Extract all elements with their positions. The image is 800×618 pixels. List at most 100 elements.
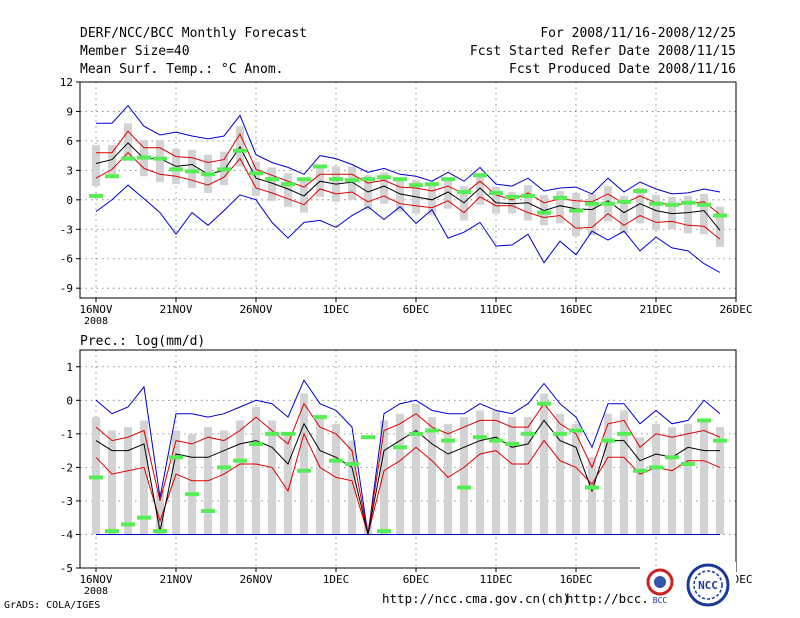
prec-box xyxy=(332,423,340,535)
prec-observed-marker xyxy=(89,475,103,480)
chart-title: DERF/NCC/BCC Monthly Forecast xyxy=(80,26,307,41)
prec-y-tick-label: -4 xyxy=(60,528,74,541)
temp-box xyxy=(124,123,132,161)
ncc-logo: NCC xyxy=(680,562,736,608)
temp-box xyxy=(380,172,388,204)
prec-observed-marker xyxy=(201,508,215,513)
temp-box xyxy=(492,187,500,214)
prec-observed-marker xyxy=(649,465,663,470)
ncc-url-link[interactable]: http://ncc.cma.gov.cn(ch) xyxy=(382,591,571,606)
prec-box xyxy=(188,433,196,535)
temp-observed-marker xyxy=(345,178,359,183)
temp-box xyxy=(396,179,404,212)
temp-observed-marker xyxy=(537,210,551,215)
prec-box xyxy=(492,410,500,535)
temp-y-tick-label: 0 xyxy=(66,194,73,207)
bcc-url-link[interactable]: http://bcc. xyxy=(566,591,649,606)
prec-observed-marker xyxy=(633,468,647,473)
prec-observed-marker xyxy=(585,485,599,490)
prec-observed-marker xyxy=(665,455,679,460)
prec-observed-marker xyxy=(217,465,231,470)
temp-observed-marker xyxy=(633,188,647,193)
prec-box xyxy=(284,433,292,535)
prec-box xyxy=(460,417,468,535)
prec-y-tick-label: 0 xyxy=(66,394,73,407)
temp-observed-marker xyxy=(265,177,279,182)
prec-box xyxy=(508,417,516,535)
prec-observed-marker xyxy=(329,458,343,463)
temp-box xyxy=(108,144,116,178)
temp-observed-marker xyxy=(601,201,615,206)
prec-observed-marker xyxy=(681,462,695,467)
prec-observed-marker xyxy=(441,438,455,443)
prec-observed-marker xyxy=(569,428,583,433)
member-size-label: Member Size=40 xyxy=(80,44,190,59)
temp-observed-marker xyxy=(425,182,439,187)
temp-observed-marker xyxy=(121,156,135,161)
temp-upper-line xyxy=(96,130,721,215)
prec-observed-marker xyxy=(281,431,295,436)
temp-observed-marker xyxy=(137,155,151,160)
prec-x-tick-label: 16NOV xyxy=(79,573,112,586)
prec-observed-marker xyxy=(137,515,151,520)
prec-box xyxy=(396,413,404,535)
temp-observed-marker xyxy=(297,177,311,182)
temp-observed-marker xyxy=(409,183,423,188)
temp-box xyxy=(700,193,708,235)
temp-box xyxy=(556,190,564,224)
temp-observed-marker xyxy=(89,193,103,198)
prec-observed-marker xyxy=(105,529,119,534)
temp-observed-marker xyxy=(281,182,295,187)
temp-box xyxy=(620,195,628,234)
temp-observed-marker xyxy=(457,189,471,194)
prec-box xyxy=(156,490,164,535)
prec-x-tick-label: 16DEC xyxy=(559,573,592,586)
temp-observed-marker xyxy=(233,148,247,153)
temp-box xyxy=(348,166,356,200)
temp-x-tick-label: 26NOV xyxy=(239,303,272,316)
temp-observed-marker xyxy=(697,202,711,207)
temp-x-tick-label: 16NOV xyxy=(79,303,112,316)
temp-y-tick-label: -6 xyxy=(60,253,73,266)
temp-box xyxy=(284,173,292,207)
temp-observed-marker xyxy=(473,173,487,178)
temp-lower-line xyxy=(95,151,721,240)
temp-observed-marker xyxy=(585,201,599,206)
prec-box xyxy=(316,417,324,535)
temp-box xyxy=(668,196,676,230)
prec-box xyxy=(652,423,660,535)
prec-lower-line xyxy=(95,432,721,537)
prec-chart: Prec.: log(mm/d) 1 0 -1 -2 -3 -4 -5 16NOV 21NOV 26… xyxy=(60,334,753,597)
prec-observed-marker xyxy=(537,401,551,406)
prec-box xyxy=(620,410,628,535)
prec-observed-marker xyxy=(489,438,503,443)
temp-observed-marker xyxy=(361,177,375,182)
prec-box xyxy=(604,413,612,535)
temp-box xyxy=(652,194,660,231)
prec-y-tick-label: -1 xyxy=(60,428,73,441)
temp-observed-marker xyxy=(713,213,727,218)
temp-box xyxy=(444,178,452,209)
temp-observed-marker xyxy=(217,167,231,172)
temp-observed-marker xyxy=(377,175,391,180)
temp-observed-marker xyxy=(649,201,663,206)
prec-observed-marker xyxy=(713,438,727,443)
prec-observed-marker xyxy=(393,445,407,450)
temp-box xyxy=(636,188,644,224)
temp-plot-frame xyxy=(79,81,737,299)
prec-y-tick-label: -5 xyxy=(60,562,73,575)
temp-observed-marker xyxy=(313,164,327,169)
prec-box xyxy=(668,427,676,535)
temp-y-tick-label: 6 xyxy=(66,135,73,148)
temp-observed-marker xyxy=(169,167,183,172)
temp-box xyxy=(684,195,692,234)
temp-observed-marker xyxy=(153,156,167,161)
prec-x-tick-label: 21NOV xyxy=(159,573,192,586)
prec-box xyxy=(124,427,132,535)
prec-median-line xyxy=(95,419,720,535)
temp-observed-marker xyxy=(665,202,679,207)
prec-observed-marker xyxy=(313,415,327,420)
prec-observed-marker xyxy=(521,431,535,436)
temp-observed-marker xyxy=(441,177,455,182)
